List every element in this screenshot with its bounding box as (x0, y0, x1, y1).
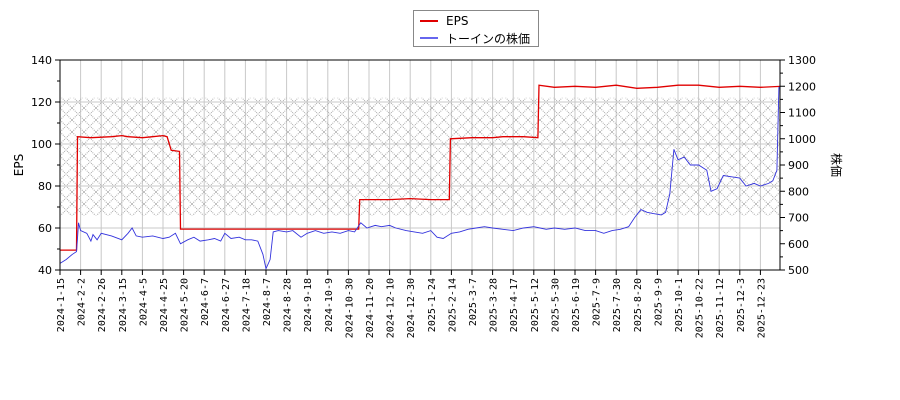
svg-text:2024-1-15: 2024-1-15 (56, 278, 67, 332)
legend-label-price: トーインの株価 (446, 31, 531, 46)
svg-text:2025-5-12: 2025-5-12 (530, 278, 541, 332)
svg-text:120: 120 (31, 96, 52, 109)
svg-text:2025-7-9: 2025-7-9 (592, 278, 603, 326)
right-axis-title: 株価 (829, 153, 844, 177)
legend-item-price: トーインの株価 (420, 30, 530, 46)
svg-text:1000: 1000 (788, 133, 816, 146)
svg-text:700: 700 (788, 212, 809, 225)
svg-text:2025-7-30: 2025-7-30 (612, 278, 623, 332)
svg-text:2024-9-18: 2024-9-18 (303, 278, 314, 332)
svg-text:2025-11-12: 2025-11-12 (715, 278, 726, 338)
svg-text:2025-12-3: 2025-12-3 (736, 278, 747, 332)
right-axis: 500 600 700 800 900 1000 1100 1200 1300 (780, 54, 816, 277)
svg-text:500: 500 (788, 264, 809, 277)
svg-text:2024-6-7: 2024-6-7 (200, 278, 211, 326)
x-axis: 2024-1-15 2024-2-2 2024-2-26 2024-3-15 2024-… (56, 270, 767, 338)
svg-text:60: 60 (38, 222, 52, 235)
left-axis-title: EPS (12, 154, 26, 176)
svg-text:2024-4-5: 2024-4-5 (138, 278, 149, 326)
svg-text:2025-10-1: 2025-10-1 (674, 278, 685, 332)
svg-text:2025-1-24: 2025-1-24 (427, 278, 438, 332)
svg-text:2025-4-17: 2025-4-17 (509, 278, 520, 332)
svg-text:2024-3-15: 2024-3-15 (118, 278, 129, 332)
svg-text:1300: 1300 (788, 54, 816, 67)
svg-text:80: 80 (38, 180, 52, 193)
svg-text:2025-6-19: 2025-6-19 (571, 278, 582, 332)
svg-text:800: 800 (788, 185, 809, 198)
svg-text:2024-2-2: 2024-2-2 (77, 278, 88, 326)
svg-text:2025-2-14: 2025-2-14 (447, 278, 458, 332)
svg-text:100: 100 (31, 138, 52, 151)
svg-text:1200: 1200 (788, 80, 816, 93)
svg-text:2024-12-10: 2024-12-10 (386, 278, 397, 338)
svg-text:2024-7-18: 2024-7-18 (241, 278, 252, 332)
svg-text:2024-12-30: 2024-12-30 (406, 278, 417, 338)
left-axis: 40 60 80 100 120 140 (31, 54, 60, 277)
svg-text:2025-5-30: 2025-5-30 (550, 278, 561, 332)
svg-text:2024-11-20: 2024-11-20 (365, 278, 376, 338)
svg-text:2024-4-25: 2024-4-25 (159, 278, 170, 332)
svg-text:40: 40 (38, 264, 52, 277)
legend-swatch-eps (420, 20, 438, 22)
svg-text:140: 140 (31, 54, 52, 67)
price-line (60, 86, 780, 270)
svg-text:2025-3-7: 2025-3-7 (468, 278, 479, 326)
svg-text:2025-10-22: 2025-10-22 (695, 278, 706, 338)
svg-text:2024-8-7: 2024-8-7 (262, 278, 273, 326)
svg-text:1100: 1100 (788, 107, 816, 120)
legend-label-eps: EPS (446, 14, 469, 28)
svg-text:2024-10-30: 2024-10-30 (344, 278, 355, 338)
eps-line (60, 84, 780, 251)
svg-text:2025-3-28: 2025-3-28 (489, 278, 500, 332)
svg-text:2025-9-9: 2025-9-9 (653, 278, 664, 326)
svg-text:2024-5-20: 2024-5-20 (180, 278, 191, 332)
svg-text:900: 900 (788, 159, 809, 172)
svg-text:2025-8-20: 2025-8-20 (633, 278, 644, 332)
svg-text:2025-12-23: 2025-12-23 (756, 278, 767, 338)
legend: EPS トーインの株価 (413, 10, 539, 47)
legend-swatch-price (420, 37, 438, 39)
svg-text:2024-2-26: 2024-2-26 (97, 278, 108, 332)
svg-text:2024-10-9: 2024-10-9 (324, 278, 335, 332)
svg-text:2024-6-27: 2024-6-27 (221, 278, 232, 332)
svg-text:2024-8-28: 2024-8-28 (283, 278, 294, 332)
hatched-band (60, 97, 780, 216)
svg-text:600: 600 (788, 238, 809, 251)
legend-item-eps: EPS (420, 13, 468, 29)
